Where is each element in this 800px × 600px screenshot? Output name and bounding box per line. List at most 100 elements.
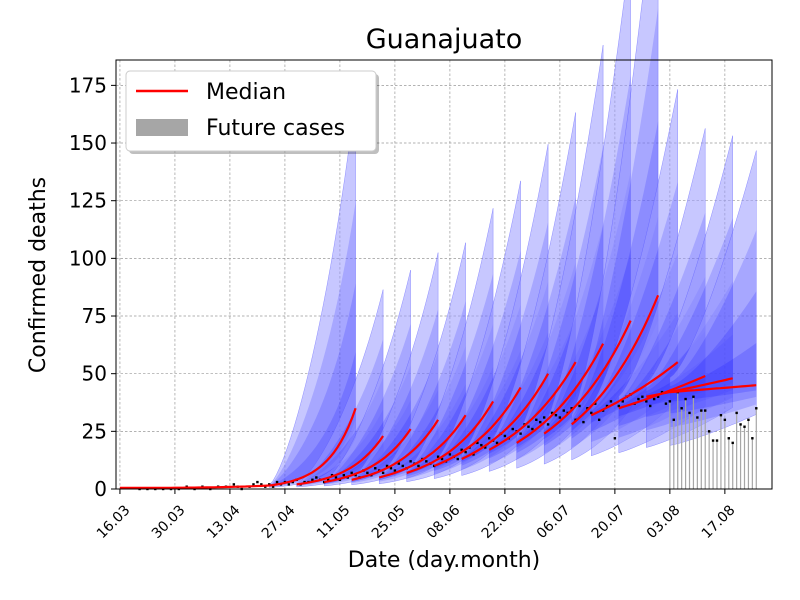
x-tick-label: 08.06 [424,502,464,542]
data-point [719,413,723,417]
median-line [323,428,412,484]
data-point [381,471,385,475]
median-line [351,419,440,481]
y-tick-label: 25 [82,419,107,443]
data-point [649,404,652,408]
data-point [330,473,334,477]
data-point [672,418,675,422]
x-tick-label: 16.03 [94,502,134,542]
data-point [385,464,389,468]
data-point [252,483,255,486]
chart-title: Guanajuato [366,24,523,55]
data-point [562,409,566,412]
data-point [256,480,259,484]
data-point [542,416,546,419]
data-point [739,423,742,426]
legend-box [125,70,377,152]
data-point [641,395,644,398]
data-point [476,441,479,445]
data-point [609,400,613,403]
data-point [550,411,554,415]
data-point [558,416,562,419]
median-line [406,400,495,474]
data-point [578,404,581,408]
forecast-band [618,331,706,417]
median-line [461,373,550,460]
forecast-band [269,202,356,487]
data-point [484,446,487,449]
median-line [378,414,467,479]
forecast-bands [268,0,757,488]
data-point [271,485,275,488]
data-point [374,467,377,470]
data-point [287,483,291,486]
data-point [680,407,683,410]
data-point [613,437,617,440]
x-ticks: 16.03 30.03 13.04 27.04 11.05 25.05 08.06 22.06… [94,489,738,542]
data-point [527,425,530,428]
data-point [711,439,715,442]
data-point [696,416,699,419]
x-tick-label: 20.07 [589,502,629,542]
data-point [751,437,754,440]
data-point [539,420,542,424]
data-point [342,473,346,477]
median-lines [119,294,757,489]
data-point [495,441,499,445]
data-point [660,390,664,394]
data-point [275,480,279,484]
x-tick-label: 25.05 [369,502,409,542]
data-point [315,476,318,479]
median-line [516,343,605,444]
data-point [436,455,440,458]
data-point [707,430,711,433]
y-tick-label: 100 [69,246,107,270]
data-point [692,395,695,398]
median-line [570,294,660,426]
forecast-band [669,230,757,428]
median-line [543,320,632,435]
data-point [656,395,660,398]
y-tick-label: 125 [69,189,107,213]
data-point [354,473,357,477]
x-tick-label: 11.05 [314,502,354,542]
legend: Median Future cases [125,70,379,154]
x-tick-label: 22.06 [479,502,519,542]
data-point [535,418,538,422]
y-tick-label: 0 [94,477,107,501]
data-point [511,427,514,431]
data-point [582,420,585,424]
data-point [260,483,263,486]
data-point [645,400,648,403]
data-point [727,437,730,440]
data-point [664,402,668,405]
data-point [432,464,436,468]
data-point [425,460,428,463]
data-point [448,453,452,456]
data-point [480,443,483,447]
median-line [590,361,679,417]
median-line [488,361,577,451]
data-point [401,464,404,468]
data-point [570,407,573,410]
median-line [646,377,733,398]
data-point [503,434,507,438]
plot-frame [115,59,773,490]
data-point [743,425,746,428]
median-line [433,386,522,467]
data-point [723,418,727,422]
x-tick-label: 27.04 [259,502,299,542]
data-point [291,480,294,484]
x-tick-label: 03.08 [644,502,684,542]
data-point [755,407,758,410]
x-tick-label: 06.07 [534,502,574,542]
data-point [594,402,597,405]
x-axis-label: Date (day.month) [348,548,540,573]
data-point [409,460,412,463]
median-line [269,407,357,487]
data-point [460,448,463,451]
data-point [464,450,467,454]
data-point [621,400,624,403]
data-point [366,471,369,475]
